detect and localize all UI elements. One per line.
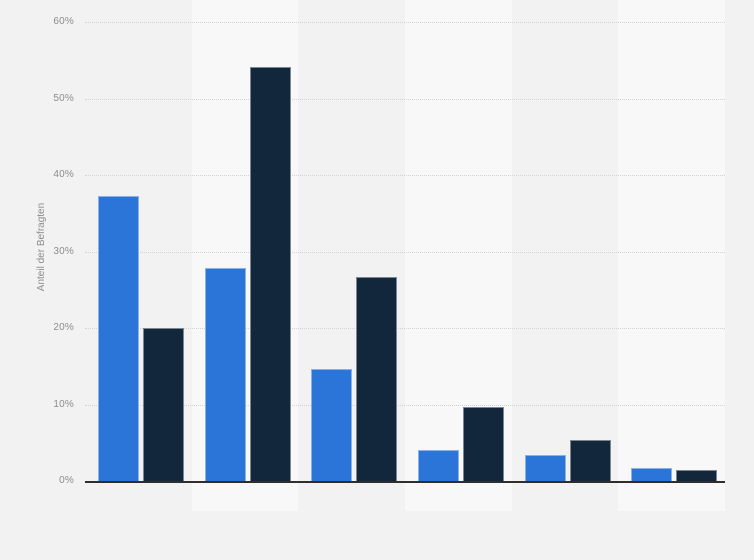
y-axis-title: Anteil der Befragten <box>36 202 47 292</box>
y-tick-label: 30% <box>53 245 74 257</box>
y-tick-label: 20% <box>53 322 74 333</box>
bar-series-1-group2[interactable] <box>204 268 246 481</box>
y-tick-label: 50% <box>53 92 74 104</box>
bar-series-1-group6[interactable] <box>631 467 673 481</box>
bar-series-2-group1[interactable] <box>143 328 184 481</box>
bar-series-1-group4[interactable] <box>418 449 459 481</box>
bar-series-1-group3[interactable] <box>311 369 353 481</box>
y-tick-label: 40% <box>53 169 74 180</box>
gridline-40% <box>85 175 725 176</box>
bar-series-2-group5[interactable] <box>569 440 611 481</box>
bar-series-1-group5[interactable] <box>524 454 566 481</box>
gridline-10% <box>85 404 725 406</box>
bar-series-2-group2[interactable] <box>249 67 291 481</box>
plot-column-stripe <box>618 0 725 511</box>
gridline-20% <box>85 328 725 329</box>
gridline-30% <box>85 251 725 253</box>
gridline-50% <box>85 98 725 100</box>
bar-series-2-group4[interactable] <box>463 406 504 481</box>
y-tick-label: 0% <box>59 475 74 486</box>
y-tick-label: 10% <box>53 398 74 410</box>
gridline-60% <box>85 22 725 23</box>
bar-series-2-group6[interactable] <box>676 470 718 481</box>
x-axis-line <box>85 481 725 483</box>
plot-column-stripe <box>511 0 619 511</box>
bar-series-1-group1[interactable] <box>98 195 139 481</box>
bar-series-2-group3[interactable] <box>356 276 398 481</box>
y-tick-label: 60% <box>53 16 74 27</box>
